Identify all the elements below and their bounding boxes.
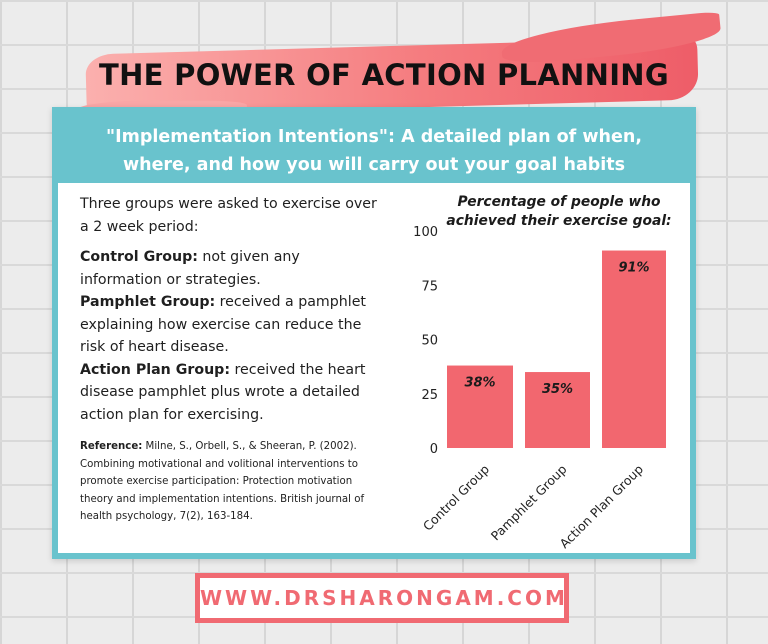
bar-chart: 0 25 50 75 100 38% Control Group 35% Pamphlet Gr… bbox=[413, 225, 666, 551]
bar-0 bbox=[447, 365, 513, 448]
group-action-plan: Action Plan Group: received the heart di… bbox=[80, 359, 380, 427]
group-pamphlet-desc: received a pamphlet explaining how exerc… bbox=[80, 294, 366, 355]
bar-1 bbox=[525, 372, 590, 448]
x-tick-label-2: Action Plan Group bbox=[556, 461, 646, 551]
bar-2 bbox=[602, 250, 666, 448]
group-control: Control Group: not given any information… bbox=[80, 246, 380, 291]
y-tick-label-1: 25 bbox=[421, 388, 438, 403]
group-control-name: Control Group: bbox=[80, 249, 198, 265]
group-pamphlet: Pamphlet Group: received a pamphlet expl… bbox=[80, 291, 380, 359]
content-card: "Implementation Intentions": A detailed … bbox=[52, 107, 696, 559]
y-tick-label-0: 0 bbox=[430, 442, 438, 457]
group-control-desc: not given any information or strategies. bbox=[80, 249, 300, 288]
x-tick-label-0: Control Group bbox=[420, 461, 492, 533]
page-title: THE POWER OF ACTION PLANNING bbox=[99, 58, 669, 92]
study-description: Three groups were asked to exercise over… bbox=[80, 193, 380, 526]
group-pamphlet-name: Pamphlet Group: bbox=[80, 294, 216, 310]
data-label-2: 91% bbox=[618, 261, 649, 276]
subtitle-line-1: "Implementation Intentions": A detailed … bbox=[106, 127, 642, 147]
study-intro: Three groups were asked to exercise over… bbox=[80, 196, 377, 235]
y-tick-label-3: 75 bbox=[421, 279, 438, 294]
data-label-0: 38% bbox=[464, 376, 495, 391]
subtitle-line-2: where, and how you will carry out your g… bbox=[122, 155, 626, 175]
website-link[interactable]: WWW.DRSHARONGAM.COM bbox=[195, 573, 569, 623]
group-action-plan-name: Action Plan Group: bbox=[80, 361, 231, 378]
reference-text: Milne, S., Orbell, S., & Sheeran, P. (20… bbox=[80, 441, 365, 522]
y-tick-label-2: 50 bbox=[421, 334, 438, 349]
data-label-1: 35% bbox=[542, 382, 573, 397]
chart-title: Percentage of people who achieved their … bbox=[446, 194, 672, 229]
reference-label: Reference: bbox=[80, 441, 143, 452]
y-tick-label-4: 100 bbox=[413, 225, 438, 240]
subtitle: "Implementation Intentions": A detailed … bbox=[52, 123, 696, 179]
x-tick-label-1: Pamphlet Group bbox=[488, 461, 570, 543]
content-panel: Three groups were asked to exercise over… bbox=[58, 183, 690, 553]
group-action-plan-desc: received the heart disease pamphlet plus… bbox=[80, 361, 366, 423]
reference: Reference: Milne, S., Orbell, S., & Shee… bbox=[80, 438, 380, 526]
